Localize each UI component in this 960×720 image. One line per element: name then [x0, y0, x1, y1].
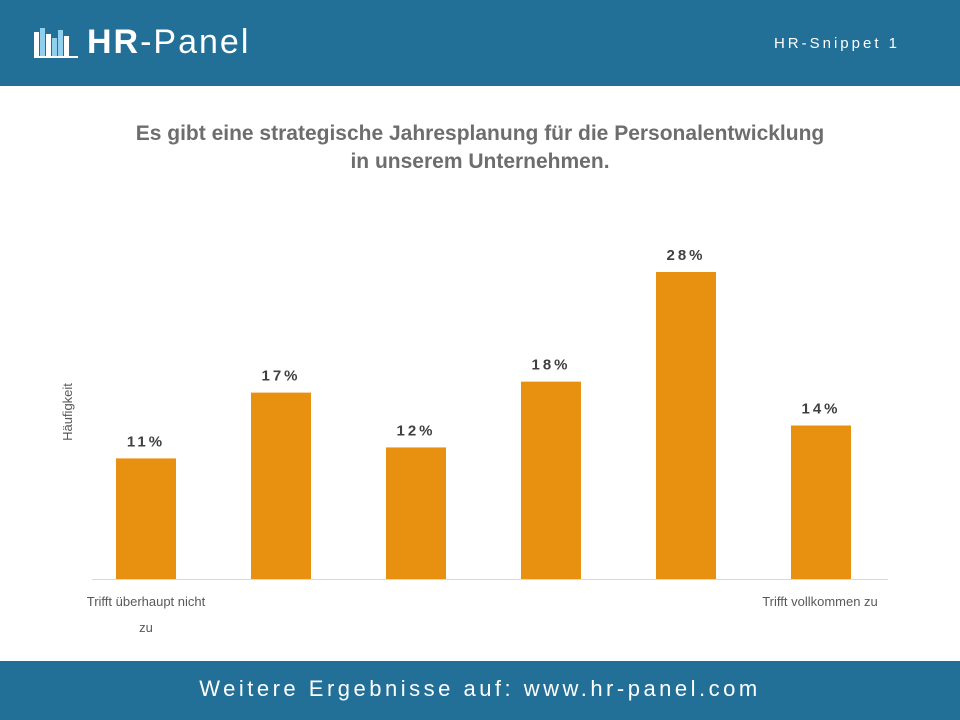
logo-text: HR-Panel	[87, 22, 250, 62]
header-bar: HR-Panel HR-Snippet 1	[0, 0, 960, 86]
data-label-3: 12%	[396, 422, 435, 439]
data-label-5: 28%	[666, 247, 705, 264]
bar-chart-logo-icon	[34, 28, 78, 58]
data-label-2: 17%	[261, 368, 300, 385]
data-label-1: 11%	[127, 433, 165, 450]
bar-2	[251, 392, 311, 579]
chart-title-line-2: in unserem Unternehmen.	[350, 150, 610, 173]
bar-6	[791, 425, 851, 579]
data-label-4: 18%	[531, 357, 570, 374]
data-label-6: 14%	[801, 401, 840, 418]
logo-text-rest: -Panel	[140, 23, 251, 61]
chart-title-line-1: Es gibt eine strategische Jahresplanung …	[135, 122, 825, 145]
footer-bar: Weitere Ergebnisse auf: www.hr-panel.com	[0, 661, 960, 720]
x-end-label-left-line-1: Trifft überhaupt nicht	[87, 594, 206, 609]
logo-text-strong: HR	[87, 23, 141, 61]
snippet-label: HR-Snippet 1	[773, 35, 900, 52]
x-end-label-right: Trifft vollkommen zu	[762, 594, 878, 609]
bar-3	[386, 447, 446, 579]
y-axis-label: Häufigkeit	[60, 383, 75, 441]
bar-4	[521, 381, 581, 579]
bar-1	[116, 458, 176, 579]
x-end-label-left-line-2: zu	[139, 620, 153, 635]
footer-link-text[interactable]: Weitere Ergebnisse auf: www.hr-panel.com	[199, 676, 761, 701]
bar-5	[656, 272, 716, 579]
